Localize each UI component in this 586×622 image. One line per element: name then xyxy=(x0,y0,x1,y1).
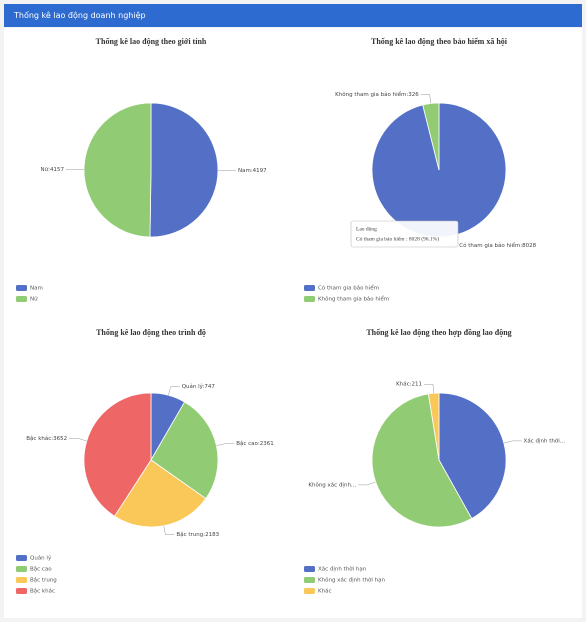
legend-label: Bậc khác xyxy=(30,588,55,595)
label-line xyxy=(216,443,235,446)
slice-label: Có tham gia bảo hiểm:8028 xyxy=(459,242,536,249)
label-line xyxy=(168,386,180,396)
legend-label: Không tham gia bảo hiểm xyxy=(318,296,389,303)
legend-label: Khác xyxy=(318,588,332,595)
slice-label: Quản lý:747 xyxy=(182,383,216,390)
legend-label: Có tham gia bảo hiểm xyxy=(318,285,379,292)
legend-swatch xyxy=(304,588,315,594)
header-title: Thống kê lao động doanh nghiệp xyxy=(13,10,146,20)
slice-label: Xác định thời... xyxy=(524,437,566,444)
chart-title: Thống kê lao động theo trình độ xyxy=(96,328,206,337)
legend-swatch xyxy=(304,577,315,583)
label-line xyxy=(423,383,434,394)
label-line xyxy=(69,438,87,442)
tooltip-text: Có tham gia bảo hiểm : 8028 (96.1%) xyxy=(356,235,439,242)
tooltip-box xyxy=(350,220,459,248)
legend-label: Nữ xyxy=(30,297,38,303)
legend-label: Bậc trung xyxy=(30,577,57,584)
tooltip-title: Lao động xyxy=(356,226,377,232)
legend-swatch xyxy=(16,577,27,583)
legend-swatch xyxy=(304,296,315,302)
chart-title: Thống kê lao động theo bảo hiểm xã hội xyxy=(371,37,508,46)
legend-swatch xyxy=(304,566,315,572)
legend-label: Bậc cao xyxy=(30,566,52,573)
legend-swatch xyxy=(16,555,27,561)
panel xyxy=(4,28,582,618)
legend-swatch xyxy=(16,285,27,291)
label-line xyxy=(358,481,376,486)
label-line xyxy=(503,440,522,444)
chart-title: Thống kê lao động theo giới tính xyxy=(96,37,207,46)
pie-slice xyxy=(371,393,473,528)
legend-label: Quản lý xyxy=(30,555,52,562)
legend-swatch xyxy=(304,285,315,291)
chart-title: Thống kê lao động theo hợp đồng lao động xyxy=(366,328,511,337)
slice-label: Bậc trung:2183 xyxy=(176,531,219,538)
slice-label: Khác:211 xyxy=(396,381,422,388)
pie-slice xyxy=(150,401,219,500)
legend-label: Xác định thời hạn xyxy=(318,566,367,573)
slice-label: Không tham gia bảo hiểm:326 xyxy=(335,91,419,98)
label-line xyxy=(163,525,175,535)
legend-swatch xyxy=(16,566,27,572)
legend-swatch xyxy=(16,296,27,302)
pie-slice xyxy=(427,392,440,461)
header-bar xyxy=(4,4,582,27)
slice-label: Nam:4197 xyxy=(238,168,267,174)
slice-label: Nữ:4157 xyxy=(41,167,65,173)
slice-label: Bậc khác:3652 xyxy=(26,435,67,442)
slice-label: Bậc cao:2361 xyxy=(236,440,274,447)
pie-slice xyxy=(422,102,440,171)
pie-slice xyxy=(83,102,152,238)
legend-label: Không xác định thời hạn xyxy=(318,577,385,584)
legend-label: Nam xyxy=(30,286,43,292)
slice-label: Không xác định... xyxy=(308,481,356,488)
legend-swatch xyxy=(16,588,27,594)
label-line xyxy=(420,94,432,104)
